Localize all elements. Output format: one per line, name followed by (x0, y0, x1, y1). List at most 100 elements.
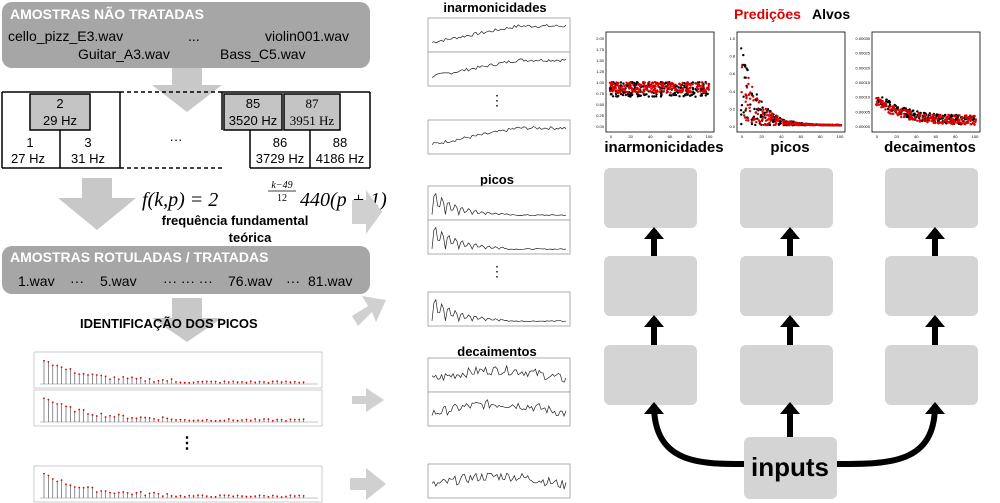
feature-plots (427, 17, 571, 499)
feature-plot-thumbnail (427, 391, 571, 427)
decay-section-label: decaimentos (457, 344, 536, 359)
key-2-number: 2 (56, 96, 63, 111)
key-87-freq: 3951 Hz (290, 113, 335, 128)
frequency-formula: f(k,p) = 2 k−49 12 440(p + 1) frequência… (142, 180, 387, 245)
labeled-samples-box: AMOSTRAS ROTULADAS / TRATADAS 1.wav ··· … (2, 246, 370, 294)
network-node (604, 345, 697, 405)
y-tick-label: 2.00 (596, 36, 605, 41)
y-tick-label: 0.00005 (856, 109, 871, 114)
x-tick-label: 20 (759, 134, 764, 139)
peaks-section-label: picos (480, 172, 514, 187)
pred-plot2-title: picos (770, 139, 809, 156)
x-tick-label: 20 (628, 134, 633, 139)
x-tick-label: 80 (818, 134, 823, 139)
legend-targets: Alvos (812, 6, 850, 22)
inputs-node (744, 437, 837, 499)
piano-keyboard (1, 91, 371, 169)
key-1-freq: 27 Hz (11, 151, 45, 166)
y-tick-label: 1.00 (596, 80, 605, 85)
y-tick-label: 0.00020 (856, 65, 871, 70)
network-diagram: inputs (604, 168, 978, 499)
inharmonicity-section-label: inarmonicidades (443, 0, 546, 15)
network-node (740, 256, 833, 316)
y-tick-label: 0.00030 (856, 36, 871, 41)
keyboard-ellipsis: ··· (170, 132, 183, 147)
prediction-scatter-plot: 2.00 1.75 1.50 1.25 1.00 0.75 0.50 0.25 0.00 0 20 4… (596, 31, 715, 139)
key-87-number: 87 (306, 96, 320, 111)
y-tick-label: 0.0 (729, 124, 735, 129)
prediction-scatter-plot: 1.0 0.8 0.6 0.4 0.2 0.0 0 20 40 60 80 100 (729, 31, 846, 139)
inputs-label: inputs (751, 452, 829, 482)
pred-plot1-title: inarmonicidades (604, 139, 723, 156)
key-88-number: 88 (333, 135, 347, 150)
right-arrow-icon (352, 190, 382, 234)
x-tick-label: 60 (934, 134, 939, 139)
labeled-file-76: 76.wav (228, 273, 272, 289)
feature-plot-thumbnail (427, 17, 571, 53)
labeled-file-ellipsis-1: ··· (70, 273, 84, 289)
y-tick-label: 0.75 (596, 91, 605, 96)
key-85-number: 85 (246, 96, 260, 111)
down-arrow-icon (58, 178, 136, 230)
pred-plot3-title: decaimentos (884, 139, 976, 156)
x-tick-label: 60 (668, 134, 673, 139)
x-tick-label: 0 (876, 134, 879, 139)
prediction-plots: 2.001.751.501.251.000.750.500.250.000 20 4… (596, 31, 981, 139)
x-tick-label: 20 (894, 134, 899, 139)
key-3-number: 3 (84, 135, 91, 150)
key-86-number: 86 (273, 135, 287, 150)
formula-exp-den: 12 (277, 193, 287, 204)
legend-predictions: Predições (734, 6, 801, 22)
feature-plot-thumbnail (427, 357, 571, 393)
y-tick-label: 0.2 (729, 106, 735, 111)
x-tick-label: 100 (837, 134, 844, 139)
right-arrow-icon (350, 468, 386, 500)
x-tick-label: 100 (706, 134, 713, 139)
raw-file-ellipsis: ... (188, 28, 200, 44)
x-tick-label: 80 (687, 134, 692, 139)
raw-file-guitar: Guitar_A3.wav (78, 46, 170, 62)
feature-plot-thumbnail (427, 185, 571, 221)
prediction-scatter-plot: 0.00030 0.00025 0.00020 0.00015 0.00010 0.000… (856, 31, 981, 139)
feature-plot-thumbnail (427, 463, 571, 499)
y-tick-label: 0.50 (596, 102, 605, 107)
labeled-file-ellipsis-3: ··· (286, 273, 300, 289)
labeled-file-81: 81.wav (308, 273, 352, 289)
peak-plot-thumbnail (33, 351, 323, 389)
network-node (604, 168, 697, 228)
x-tick-label: 0 (741, 134, 744, 139)
y-tick-label: 0.00 (596, 124, 605, 129)
formula-exp-num: k−49 (271, 180, 292, 191)
x-tick-label: 40 (648, 134, 653, 139)
formula-lhs: f(k,p) = 2 (142, 189, 218, 211)
y-tick-label: 1.25 (596, 69, 605, 74)
y-tick-label: 1.0 (729, 36, 735, 41)
raw-samples-box: AMOSTRAS NÃO TRATADAS cello_pizz_E3.wav … (2, 2, 370, 68)
peak-plots-vdots: ⋮ (179, 435, 195, 452)
formula-caption-2: teórica (229, 230, 272, 245)
y-tick-label: 0.25 (596, 113, 605, 118)
key-85-freq: 3520 Hz (229, 113, 277, 128)
labeled-file-ellipsis-2: ··· ··· ··· (163, 273, 213, 289)
network-node (740, 168, 833, 228)
raw-samples-title: AMOSTRAS NÃO TRATADAS (10, 5, 204, 22)
right-arrow-icon (352, 388, 384, 412)
y-tick-label: 0.00015 (856, 80, 871, 85)
y-tick-label: 0.4 (729, 89, 735, 94)
y-tick-label: 0.6 (729, 71, 735, 76)
feature-plot-thumbnail (427, 219, 571, 255)
network-node (740, 345, 833, 405)
x-tick-label: 80 (953, 134, 958, 139)
key-88-freq: 4186 Hz (316, 151, 364, 166)
y-tick-label: 0.00010 (856, 95, 871, 100)
raw-file-violin: violin001.wav (265, 28, 349, 44)
x-tick-label: 60 (799, 134, 804, 139)
labeled-file-1: 1.wav (18, 273, 55, 289)
raw-file-cello: cello_pizz_E3.wav (8, 28, 123, 44)
y-tick-label: 0.8 (729, 54, 735, 59)
peaks-section-title: IDENTIFICAÇÃO DOS PICOS (80, 316, 258, 331)
feature-plot-thumbnail (427, 291, 571, 327)
raw-file-bass: Bass_C5.wav (220, 46, 306, 62)
peak-plot-thumbnail (33, 465, 323, 503)
y-tick-label: 0.00025 (856, 51, 871, 56)
